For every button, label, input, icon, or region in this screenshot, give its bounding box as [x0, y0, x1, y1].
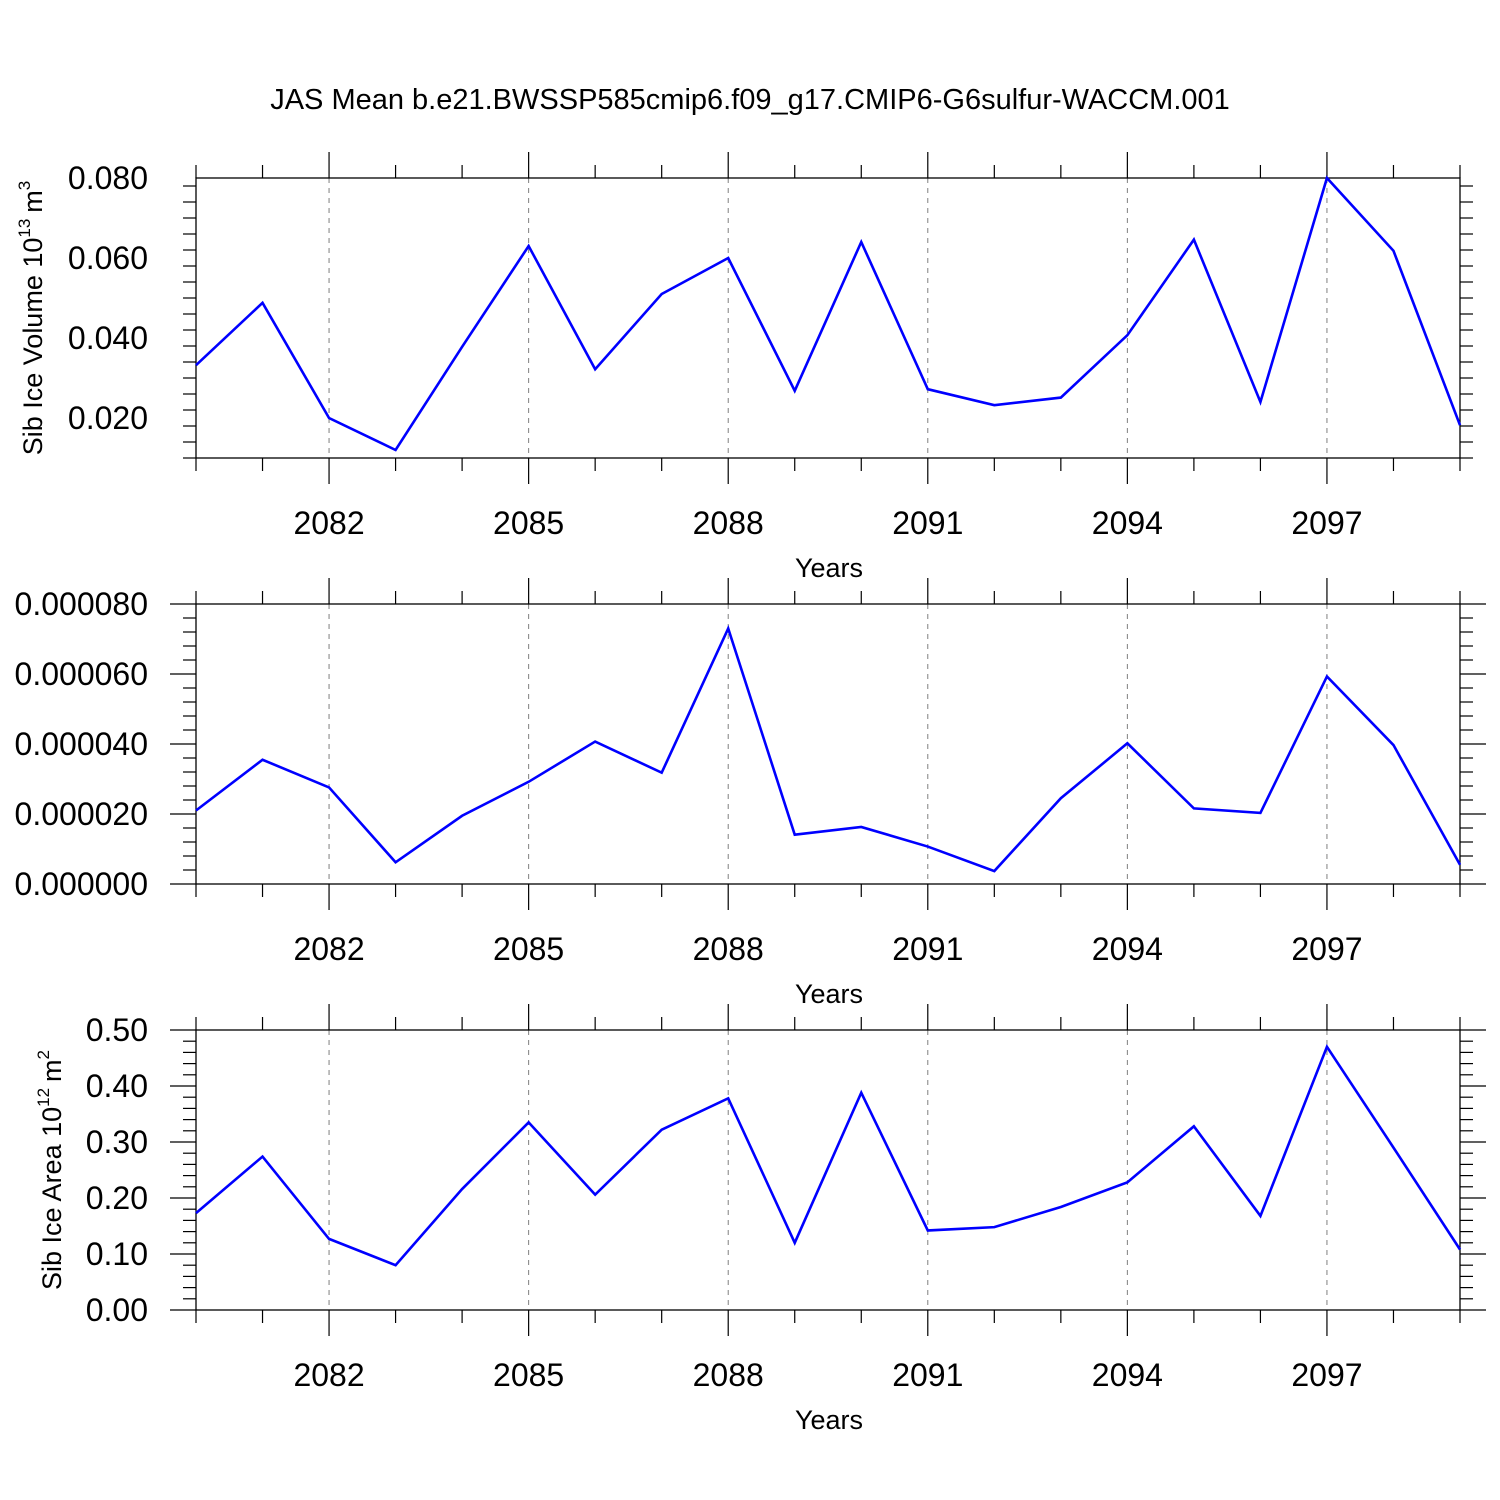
y-tick-label: 0.080 — [68, 160, 148, 196]
y-tick-label: 0.060 — [68, 240, 148, 276]
plot-frame — [195, 177, 1461, 459]
y-tick-label: 0.30 — [86, 1124, 148, 1160]
y-axis-title-text: Sib Ice Volume 10 — [18, 238, 48, 456]
x-tick-label: 2097 — [1291, 931, 1362, 967]
x-tick-label: 2088 — [693, 931, 764, 967]
y-tick-label: 0.000020 — [15, 796, 148, 832]
chart-panel-1: 0.020 0.040 0.060 0.080 2082 2085 2088 2091 2094… — [15, 152, 1473, 583]
y-axis-title-unit-exponent: 3 — [15, 181, 34, 190]
x-axis-title: Years — [795, 553, 863, 583]
figure-title: JAS Mean b.e21.BWSSP585cmip6.f09_g17.CMI… — [270, 84, 1230, 116]
series-line — [195, 1043, 1462, 1267]
x-axis-title: Years — [795, 979, 863, 1009]
y-axis-title-unit: m — [37, 1059, 67, 1082]
y-tick-label: 0.10 — [86, 1236, 148, 1272]
y-tick-label: 0.40 — [86, 1068, 148, 1104]
x-tick-label: 2088 — [693, 1357, 764, 1393]
x-tick-label: 2085 — [493, 931, 564, 967]
y-axis-title-exponent: 13 — [15, 219, 34, 238]
x-tick-label: 2091 — [892, 931, 963, 967]
y-tick-label: 0.000040 — [15, 726, 148, 762]
x-tick-label: 2091 — [892, 1357, 963, 1393]
y-tick-label: 0.00 — [86, 1292, 148, 1328]
y-axis-title-text: Sib Ice Area 10 — [37, 1107, 67, 1290]
x-tick-label: 2085 — [493, 505, 564, 541]
x-tick-label: 2082 — [293, 931, 364, 967]
x-axis-title: Years — [795, 1405, 863, 1435]
y-tick-label: 0.000060 — [15, 656, 148, 692]
x-tick-label: 2085 — [493, 1357, 564, 1393]
chart-panel-3: 0.00 0.10 0.20 0.30 0.40 0.50 2082 2085 2088 2091… — [34, 1004, 1486, 1435]
chart-panel-2: 0.000000 0.000020 0.000040 0.000060 0.000080… — [15, 578, 1486, 1009]
x-tick-label: 2097 — [1291, 1357, 1362, 1393]
x-tick-label: 2094 — [1092, 1357, 1163, 1393]
x-tick-label: 2097 — [1291, 505, 1362, 541]
series-line — [195, 175, 1462, 452]
x-tick-label: 2088 — [693, 505, 764, 541]
x-tick-label: 2082 — [293, 505, 364, 541]
x-tick-label: 2094 — [1092, 505, 1163, 541]
series-line — [195, 624, 1462, 873]
x-tick-label: 2082 — [293, 1357, 364, 1393]
y-axis-title-unit: m — [18, 190, 48, 213]
x-tick-label: 2094 — [1092, 931, 1163, 967]
y-tick-label: 0.20 — [86, 1180, 148, 1216]
y-tick-label: 0.020 — [68, 400, 148, 436]
y-tick-label: 0.040 — [68, 320, 148, 356]
y-axis-title: Sib Ice Volume 1013 m3 — [15, 181, 48, 456]
y-axis-title: Sib Ice Area 1012 m2 — [34, 1050, 67, 1290]
x-tick-label: 2091 — [892, 505, 963, 541]
y-axis-title-exponent: 12 — [34, 1088, 53, 1107]
y-tick-label: 0.50 — [86, 1012, 148, 1048]
y-axis-title-unit-exponent: 2 — [34, 1050, 53, 1059]
y-tick-label: 0.000080 — [15, 586, 148, 622]
y-tick-label: 0.000000 — [15, 866, 148, 902]
plot-frame — [195, 1029, 1461, 1311]
plot-frame — [195, 603, 1461, 885]
